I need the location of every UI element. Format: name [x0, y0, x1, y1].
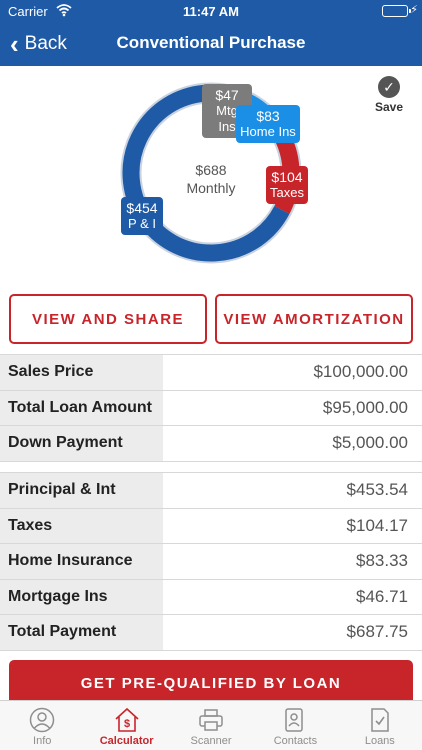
document-check-icon — [371, 708, 389, 732]
tab-label: Scanner — [190, 735, 232, 747]
slice-name: P & I — [128, 216, 156, 231]
tab-loans[interactable]: Loans — [338, 701, 422, 750]
slice-label-home-ins: $83 Home Ins — [236, 105, 300, 143]
row-label: Mortgage Ins — [0, 579, 163, 614]
tab-label: Contacts — [273, 735, 318, 747]
row-value: $687.75 — [346, 622, 408, 642]
row-label: Principal & Int — [0, 473, 163, 508]
tab-label: Info — [33, 735, 52, 747]
tab-calculator[interactable]: $ Calculator — [84, 701, 168, 750]
slice-amount: $47 — [215, 87, 239, 103]
row-value: $5,000.00 — [332, 433, 408, 453]
tab-contacts[interactable]: Contacts — [253, 701, 337, 750]
charging-icon: ⚡ — [410, 4, 418, 16]
slice-amount: $83 — [256, 108, 280, 124]
tab-label: Calculator — [99, 735, 154, 747]
printer-icon — [199, 709, 223, 731]
contacts-icon — [285, 708, 304, 732]
slice-label-p-and-i: $454 P & I — [121, 197, 163, 235]
slice-amount: $104 — [271, 169, 303, 185]
slice-amount: $454 — [126, 200, 158, 216]
payment-breakdown-table: Principal & Int $453.54 Taxes $104.17 Ho… — [0, 472, 422, 651]
loan-summary-table: Sales Price $100,000.00 Total Loan Amoun… — [0, 354, 422, 462]
wifi-icon — [56, 3, 72, 20]
header: Carrier 11:47 AM ⚡ ‹ Back Conventional P… — [0, 0, 422, 66]
table-row: Down Payment $5,000.00 — [0, 425, 422, 461]
row-value: $100,000.00 — [313, 362, 408, 382]
tab-scanner[interactable]: Scanner — [169, 701, 253, 750]
chevron-left-icon: ‹ — [10, 29, 19, 59]
tab-info[interactable]: Info — [0, 701, 84, 750]
center-amount: $688 — [195, 162, 227, 178]
slice-label-taxes: $104 Taxes — [266, 166, 308, 204]
save-label: Save — [374, 100, 404, 114]
table-row: Principal & Int $453.54 — [0, 472, 422, 508]
back-label: Back — [24, 33, 67, 54]
table-row: Mortgage Ins $46.71 — [0, 578, 422, 614]
page-title: Conventional Purchase — [116, 33, 306, 52]
table-row: Total Payment $687.75 — [0, 614, 422, 650]
save-button[interactable]: ✓ Save — [372, 76, 406, 114]
payment-donut-chart: $688 Monthly $47 Mtg Ins $83 Home Ins $1… — [0, 66, 422, 276]
slice-name: Mtg Ins — [216, 103, 238, 134]
table-row: Total Loan Amount $95,000.00 — [0, 389, 422, 425]
carrier-label: Carrier — [8, 4, 48, 19]
clock: 11:47 AM — [183, 4, 239, 19]
table-row: Sales Price $100,000.00 — [0, 354, 422, 390]
row-value: $46.71 — [356, 586, 408, 606]
row-value: $453.54 — [346, 480, 408, 500]
row-label: Home Insurance — [0, 544, 163, 579]
back-button[interactable]: ‹ Back — [10, 30, 67, 58]
view-and-share-button[interactable]: VIEW AND SHARE — [9, 294, 207, 344]
tab-label: Loans — [364, 735, 395, 747]
row-label: Taxes — [0, 508, 163, 543]
slice-name: Taxes — [270, 185, 304, 200]
table-row: Home Insurance $83.33 — [0, 543, 422, 579]
row-label: Total Payment — [0, 615, 163, 650]
status-bar: Carrier 11:47 AM ⚡ — [0, 0, 422, 22]
row-value: $95,000.00 — [322, 397, 408, 417]
row-value: $104.17 — [346, 515, 408, 535]
svg-text:$: $ — [124, 718, 130, 730]
view-amortization-button[interactable]: VIEW AMORTIZATION — [215, 294, 413, 344]
table-row: Taxes $104.17 — [0, 507, 422, 543]
house-dollar-icon: $ — [115, 707, 139, 732]
row-label: Sales Price — [0, 355, 163, 390]
row-label: Total Loan Amount — [0, 390, 163, 425]
row-value: $83.33 — [356, 551, 408, 571]
get-prequalified-button[interactable]: GET PRE-QUALIFIED BY LOAN — [9, 660, 413, 706]
person-circle-icon — [29, 707, 55, 733]
center-label: Monthly — [186, 180, 236, 196]
tab-bar: Info $ Calculator Scanner Contacts Loans — [0, 700, 422, 750]
donut-center: $688 Monthly — [176, 161, 246, 197]
checkmark-icon: ✓ — [378, 76, 400, 98]
slice-name: Home Ins — [240, 124, 296, 139]
battery-icon — [382, 5, 411, 17]
row-label: Down Payment — [0, 426, 163, 461]
